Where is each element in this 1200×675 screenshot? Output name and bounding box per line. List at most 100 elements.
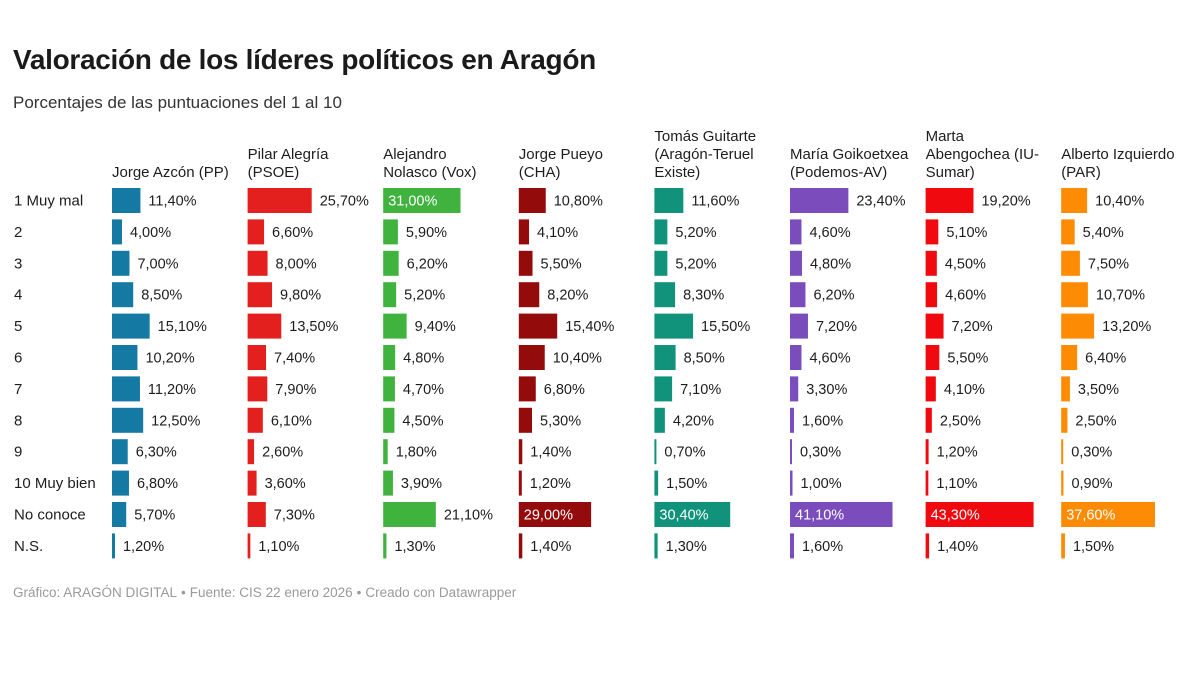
row-label-3: 3	[14, 255, 22, 272]
footer-separator: •	[181, 585, 186, 600]
value-label-pilar-alegria-psoe-8: 6,10%	[271, 413, 312, 429]
value-label-alejandro-nolasco-vox-8: 4,50%	[402, 413, 443, 429]
footer-source: Fuente: CIS 22 enero 2026	[189, 585, 353, 600]
value-label-pilar-alegria-psoe-2: 6,60%	[272, 225, 313, 241]
value-label-tomas-guitarte-aragon-teruel-existe-6: 8,50%	[684, 351, 725, 367]
bar-alejandro-nolasco-vox-n-s	[383, 533, 387, 559]
column-header-jorge-azcon-pp: Jorge Azcón (PP)	[112, 164, 229, 181]
column-header-jorge-pueyo-cha: Jorge Pueyo	[519, 146, 603, 163]
value-label-alberto-izquierdo-par-2: 5,40%	[1083, 225, 1124, 241]
row-label-5: 5	[14, 318, 22, 335]
value-label-alberto-izquierdo-par-5: 13,20%	[1102, 319, 1151, 335]
value-label-pilar-alegria-psoe-3: 8,00%	[276, 256, 317, 272]
bar-alberto-izquierdo-par-6	[1061, 345, 1078, 370]
value-label-alejandro-nolasco-vox-6: 4,80%	[403, 351, 444, 367]
bar-maria-goikoetxea-podemos-av-3	[790, 250, 802, 276]
chart-title: Valoración de los líderes políticos en A…	[13, 44, 596, 75]
bar-jorge-azcon-pp-9	[112, 439, 128, 465]
value-label-maria-goikoetxea-podemos-av-9: 0,30%	[800, 445, 841, 461]
value-label-alejandro-nolasco-vox-2: 5,90%	[406, 225, 447, 241]
value-label-alberto-izquierdo-par-9: 0,30%	[1071, 445, 1112, 461]
value-label-maria-goikoetxea-podemos-av-no-conoce: 41,10%	[795, 508, 844, 524]
bar-maria-goikoetxea-podemos-av-6	[790, 345, 802, 370]
footer-separator: •	[356, 585, 362, 600]
bar-pilar-alegria-psoe-9	[247, 439, 255, 465]
row-label-n-s: N.S.	[14, 538, 43, 555]
value-label-jorge-pueyo-cha-2: 4,10%	[537, 225, 578, 241]
value-label-maria-goikoetxea-podemos-av-6: 4,60%	[809, 351, 850, 367]
value-label-tomas-guitarte-aragon-teruel-existe-n-s: 1,30%	[666, 539, 707, 555]
value-label-alejandro-nolasco-vox-10-muy-bien: 3,90%	[401, 476, 442, 492]
value-label-alberto-izquierdo-par-10-muy-bien: 0,90%	[1071, 476, 1112, 492]
value-label-alejandro-nolasco-vox-9: 1,80%	[396, 445, 437, 461]
value-label-pilar-alegria-psoe-n-s: 1,10%	[258, 539, 299, 555]
bar-alejandro-nolasco-vox-3	[383, 250, 399, 276]
bar-marta-abengochea-iu-sumar-1-muy-mal	[925, 188, 974, 213]
value-label-jorge-azcon-pp-9: 6,30%	[136, 445, 177, 461]
value-label-maria-goikoetxea-podemos-av-2: 4,60%	[809, 225, 850, 241]
bar-alberto-izquierdo-par-5	[1061, 313, 1095, 339]
bar-jorge-pueyo-cha-4	[518, 282, 540, 308]
value-label-jorge-azcon-pp-8: 12,50%	[151, 413, 200, 429]
bar-alberto-izquierdo-par-n-s	[1061, 533, 1065, 559]
row-label-4: 4	[14, 287, 22, 304]
value-label-alejandro-nolasco-vox-1-muy-mal: 31,00%	[388, 194, 437, 210]
bar-alejandro-nolasco-vox-1-muy-mal	[383, 188, 461, 213]
column-header-marta-abengochea-iu-sumar: Sumar)	[926, 164, 975, 181]
bar-pilar-alegria-psoe-4	[247, 282, 273, 308]
value-label-jorge-pueyo-cha-7: 6,80%	[544, 382, 585, 398]
value-label-alejandro-nolasco-vox-7: 4,70%	[403, 382, 444, 398]
value-label-marta-abengochea-iu-sumar-7: 4,10%	[944, 382, 985, 398]
value-label-jorge-pueyo-cha-4: 8,20%	[547, 288, 588, 304]
bar-alejandro-nolasco-vox-6	[383, 345, 396, 370]
value-label-pilar-alegria-psoe-no-conoce: 7,30%	[274, 508, 315, 524]
value-label-alejandro-nolasco-vox-3: 6,20%	[407, 256, 448, 272]
bar-jorge-azcon-pp-7	[112, 376, 140, 402]
bar-jorge-pueyo-cha-9	[518, 439, 523, 465]
bar-jorge-pueyo-cha-10-muy-bien	[518, 470, 522, 496]
bar-tomas-guitarte-aragon-teruel-existe-7	[654, 376, 673, 402]
value-label-tomas-guitarte-aragon-teruel-existe-1-muy-mal: 11,60%	[691, 194, 739, 210]
row-label-9: 9	[14, 444, 22, 461]
value-label-pilar-alegria-psoe-9: 2,60%	[262, 445, 303, 461]
bar-jorge-azcon-pp-no-conoce	[112, 502, 127, 527]
value-label-jorge-pueyo-cha-10-muy-bien: 1,20%	[530, 476, 571, 492]
bar-tomas-guitarte-aragon-teruel-existe-1-muy-mal	[654, 188, 684, 213]
value-label-jorge-azcon-pp-no-conoce: 5,70%	[134, 508, 175, 524]
bar-pilar-alegria-psoe-8	[247, 407, 263, 433]
value-label-maria-goikoetxea-podemos-av-8: 1,60%	[802, 413, 843, 429]
bar-jorge-pueyo-cha-8	[518, 407, 533, 433]
column-header-alejandro-nolasco-vox: Alejandro	[383, 146, 446, 163]
bar-alberto-izquierdo-par-2	[1061, 219, 1075, 245]
value-label-marta-abengochea-iu-sumar-4: 4,60%	[945, 288, 986, 304]
column-header-maria-goikoetxea-podemos-av: María Goikoetxea	[790, 146, 909, 163]
value-label-alberto-izquierdo-par-8: 2,50%	[1075, 413, 1116, 429]
bar-alejandro-nolasco-vox-9	[383, 439, 388, 465]
bar-maria-goikoetxea-podemos-av-9	[790, 439, 792, 465]
bar-jorge-azcon-pp-1-muy-mal	[112, 188, 141, 213]
value-label-jorge-azcon-pp-3: 7,00%	[137, 256, 178, 272]
column-header-pilar-alegria-psoe: (PSOE)	[248, 164, 300, 181]
bar-alberto-izquierdo-par-9	[1061, 439, 1064, 465]
column-header-alberto-izquierdo-par: Alberto Izquierdo	[1061, 146, 1174, 163]
value-label-alejandro-nolasco-vox-n-s: 1,30%	[394, 539, 435, 555]
bar-tomas-guitarte-aragon-teruel-existe-4	[654, 282, 676, 308]
value-label-pilar-alegria-psoe-6: 7,40%	[274, 351, 315, 367]
bar-jorge-azcon-pp-n-s	[112, 533, 115, 559]
row-label-no-conoce: No conoce	[14, 507, 86, 524]
bar-tomas-guitarte-aragon-teruel-existe-6	[654, 345, 676, 370]
column-header-alberto-izquierdo-par: (PAR)	[1061, 164, 1101, 181]
value-label-marta-abengochea-iu-sumar-5: 7,20%	[952, 319, 993, 335]
bar-marta-abengochea-iu-sumar-10-muy-bien	[925, 470, 929, 496]
column-header-tomas-guitarte-aragon-teruel-existe: Existe)	[654, 164, 700, 181]
bar-tomas-guitarte-aragon-teruel-existe-9	[654, 439, 657, 465]
footer-credit: Gráfico: ARAGÓN DIGITAL	[13, 585, 178, 600]
footer-datawrapper-link[interactable]: Creado con Datawrapper	[365, 585, 517, 600]
bar-jorge-azcon-pp-5	[112, 313, 150, 339]
value-label-alberto-izquierdo-par-no-conoce: 37,60%	[1066, 508, 1115, 524]
value-label-tomas-guitarte-aragon-teruel-existe-8: 4,20%	[673, 413, 714, 429]
bar-pilar-alegria-psoe-3	[247, 250, 268, 276]
value-label-pilar-alegria-psoe-10-muy-bien: 3,60%	[265, 476, 306, 492]
value-label-marta-abengochea-iu-sumar-n-s: 1,40%	[937, 539, 978, 555]
value-label-jorge-azcon-pp-4: 8,50%	[141, 288, 182, 304]
